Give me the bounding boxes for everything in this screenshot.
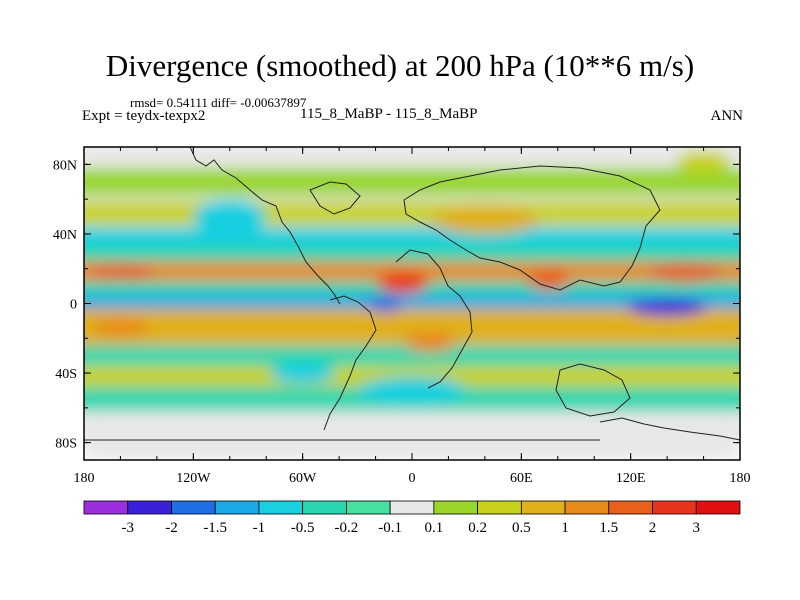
field-band-8: [84, 308, 740, 327]
x-tick-label-5: 120E: [616, 471, 646, 486]
field-feature-10: [357, 376, 467, 405]
y-tick-label-2: 0: [70, 298, 77, 313]
colorbar-label-8: 0.2: [468, 520, 487, 536]
x-tick-label-4: 60E: [510, 471, 533, 486]
season-label: ANN: [710, 108, 744, 124]
field-feature-9: [269, 362, 336, 384]
colorbar-swatch-5: [302, 500, 347, 515]
colorbar-label-4: -0.5: [291, 520, 315, 536]
colorbar-swatch-6: [345, 500, 391, 515]
chart-title: Divergence (smoothed) at 200 hPa (10**6 …: [105, 48, 695, 83]
colorbar-swatch-4: [258, 500, 304, 515]
case-label: 115_8_MaBP - 115_8_MaBP: [300, 106, 478, 122]
colorbar-swatch-9: [477, 500, 522, 515]
field-feature-4: [648, 261, 722, 283]
field-band-11: [84, 366, 740, 387]
field-band-7: [84, 294, 740, 313]
colorbar-label-1: -2: [165, 520, 178, 536]
colorbar-swatch-8: [433, 500, 479, 515]
field-feature-11: [676, 150, 731, 172]
field-band-5: [84, 261, 740, 283]
colorbar-label-5: -0.2: [335, 520, 359, 536]
colorbar: -3 -2 -1.5 -1 -0.5 -0.2 -0.1 0.1 0.2 0.5 1 1.5 2 3: [83, 500, 741, 536]
colorbar-swatch-12: [608, 500, 653, 515]
colorbar-label-7: 0.1: [424, 520, 443, 536]
colorbar-label-3: -1: [253, 520, 266, 536]
y-tick-label-4: 80S: [55, 437, 77, 452]
field-band-2: [84, 200, 740, 226]
field-band-1: [84, 167, 740, 196]
colorbar-swatch-13: [652, 500, 697, 515]
field-feature-3: [526, 268, 571, 290]
x-tick-label-2: 60W: [289, 471, 317, 486]
x-tick-label-6: 180: [730, 471, 751, 486]
colorbar-label-9: 0.5: [512, 520, 531, 536]
field-feature-6: [91, 319, 150, 337]
field-band-3: [84, 226, 740, 248]
field-feature-1: [627, 298, 708, 316]
field-feature-7: [430, 206, 540, 234]
colorbar-swatch-11: [564, 500, 610, 515]
colorbar-label-13: 3: [693, 520, 701, 536]
colorbar-label-2: -1.5: [203, 520, 227, 536]
colorbar-swatch-3: [214, 500, 260, 515]
field-feature-5: [87, 263, 154, 281]
colorbar-swatch-1: [127, 500, 172, 515]
field-layers: [84, 147, 740, 460]
colorbar-label-11: 1.5: [599, 520, 618, 536]
field-feature-2: [366, 294, 403, 313]
x-tick-label-0: 180: [74, 471, 95, 486]
colorbar-swatch-0: [83, 500, 129, 515]
field-feature-12: [404, 331, 456, 353]
field-band-13: [84, 414, 740, 443]
coastline: [84, 147, 740, 441]
colorbar-swatch-10: [520, 500, 566, 515]
axes: 180 120W 60W 0 60E 120E 180 80N 40N 0 40S 80S: [53, 147, 751, 486]
y-tick-label-3: 40S: [55, 367, 77, 382]
colorbar-label-0: -3: [121, 520, 134, 536]
colorbar-label-6: -0.1: [378, 520, 402, 536]
divergence-field: [84, 147, 740, 460]
colorbar-swatch-7: [389, 500, 435, 515]
colorbar-label-12: 2: [649, 520, 657, 536]
field-feature-0: [377, 272, 429, 294]
experiment-label: Expt = teydx-texpx2: [82, 108, 206, 124]
y-tick-label-0: 80N: [53, 158, 77, 173]
colorbar-label-10: 1: [561, 520, 569, 536]
stats-label: rmsd= 0.54111 diff= -0.00637897: [130, 95, 307, 110]
field-band-10: [84, 345, 740, 367]
colorbar-swatch-2: [171, 500, 216, 515]
colorbar-swatch-14: [695, 500, 741, 515]
x-tick-label-1: 120W: [176, 471, 211, 486]
field-feature-8: [193, 199, 267, 234]
x-tick-label-3: 0: [409, 471, 416, 486]
field-band-4: [84, 246, 740, 264]
y-tick-label-1: 40N: [53, 228, 77, 243]
